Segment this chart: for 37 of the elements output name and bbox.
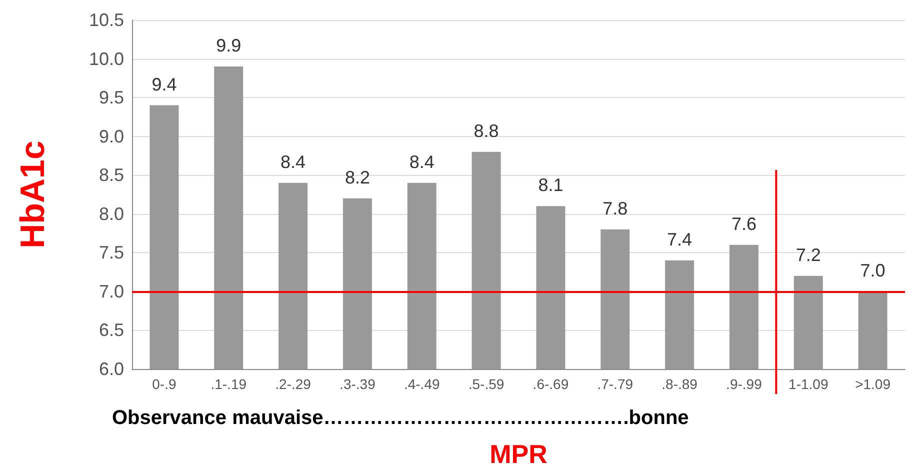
x-tick-label: .5-.59 [468,376,504,392]
x-tick-label: .9-.99 [726,376,762,392]
data-label: 8.1 [538,175,564,196]
data-label: 7.8 [602,198,628,218]
data-label: 8.4 [409,152,434,172]
data-label: 8.4 [280,152,306,172]
x-tick-label: .4-.49 [404,376,440,392]
x-tick-label: 1-1.09 [788,376,828,392]
y-tick-label: 8.0 [98,204,124,224]
x-tick-label: .8-.89 [662,376,698,392]
x-tick-label: .3-.39 [340,376,376,392]
data-label: 9.9 [216,36,242,56]
y-tick-label: 10.0 [88,48,124,69]
x-tick-label: .7-.79 [597,376,634,392]
y-tick-label: 8.5 [98,165,124,186]
x-tick-label: .6-.69 [532,376,569,392]
data-label: 8.8 [474,120,499,141]
data-label: 9.4 [152,74,177,94]
y-axis-title: HbA1c [14,140,52,248]
y-tick-label: 7.5 [98,242,124,263]
x-tick-label: >1.09 [855,376,891,392]
x-tick-label: .1-.19 [210,376,247,392]
y-tick-label: 7.0 [98,281,124,302]
y-tick-label: 10.5 [88,10,124,30]
data-label: 7.0 [860,260,886,280]
y-tick-label: 9.5 [98,88,124,108]
data-label: 7.4 [667,229,692,250]
y-tick-label: 6.0 [98,359,124,379]
data-label: 7.6 [731,214,756,234]
y-tick-label: 6.5 [98,320,124,340]
text: Observance mauvaise……………………………………….bonne [112,407,689,429]
x-tick-label: 0-.9 [152,376,176,392]
data-label: 8.2 [344,167,370,188]
x-axis-title: MPR [490,439,548,469]
data-label: 7.2 [796,244,821,265]
x-tick-label: .2-.29 [275,376,312,392]
y-tick-label: 9.0 [98,126,124,146]
